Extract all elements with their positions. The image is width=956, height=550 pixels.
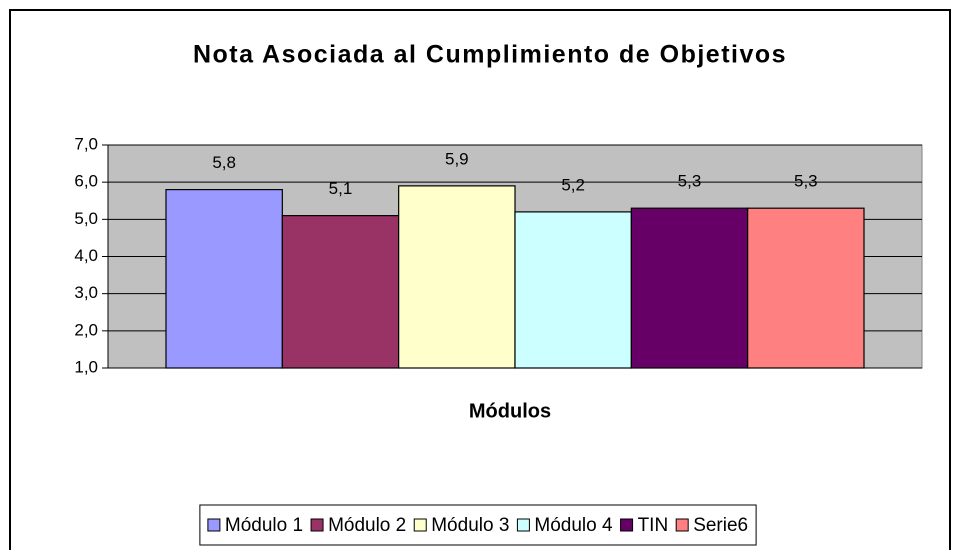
value-label: 5,3 (678, 172, 702, 191)
bar (747, 207, 865, 369)
y-tick-label: 7,0 (74, 134, 98, 153)
chart-title: Nota Asociada al Cumplimiento de Objetiv… (193, 41, 787, 69)
y-tick-label: 1,0 (74, 357, 98, 376)
legend-label: Módulo 1 (225, 515, 303, 536)
y-tick-label: 2,0 (74, 320, 98, 339)
y-tick-label: 5,0 (74, 209, 98, 228)
bar (398, 185, 516, 369)
legend-label: TIN (638, 515, 669, 536)
bar (514, 211, 632, 369)
value-label: 5,2 (561, 175, 585, 194)
bar (630, 207, 749, 369)
legend-swatch (207, 518, 221, 532)
x-axis-label: Módulos (469, 400, 551, 422)
y-tick-label: 6,0 (74, 172, 98, 191)
legend-swatch (620, 518, 634, 532)
value-label: 5,8 (212, 153, 236, 172)
value-label: 5,1 (329, 179, 353, 198)
y-tick-label: 4,0 (74, 246, 98, 265)
legend-swatch (675, 518, 689, 532)
legend-swatch (310, 518, 324, 532)
legend (199, 504, 757, 546)
legend-label: Módulo 3 (431, 515, 509, 536)
value-label: 5,9 (445, 149, 469, 168)
legend-label: Serie6 (693, 515, 748, 536)
legend-label: Módulo 4 (534, 515, 613, 536)
y-tick-label: 3,0 (74, 283, 98, 302)
bar (281, 215, 400, 369)
legend-label: Módulo 2 (328, 515, 406, 536)
value-label: 5,3 (794, 172, 818, 191)
legend-swatch (413, 518, 427, 532)
legend-swatch (516, 518, 530, 532)
bar (165, 189, 283, 369)
